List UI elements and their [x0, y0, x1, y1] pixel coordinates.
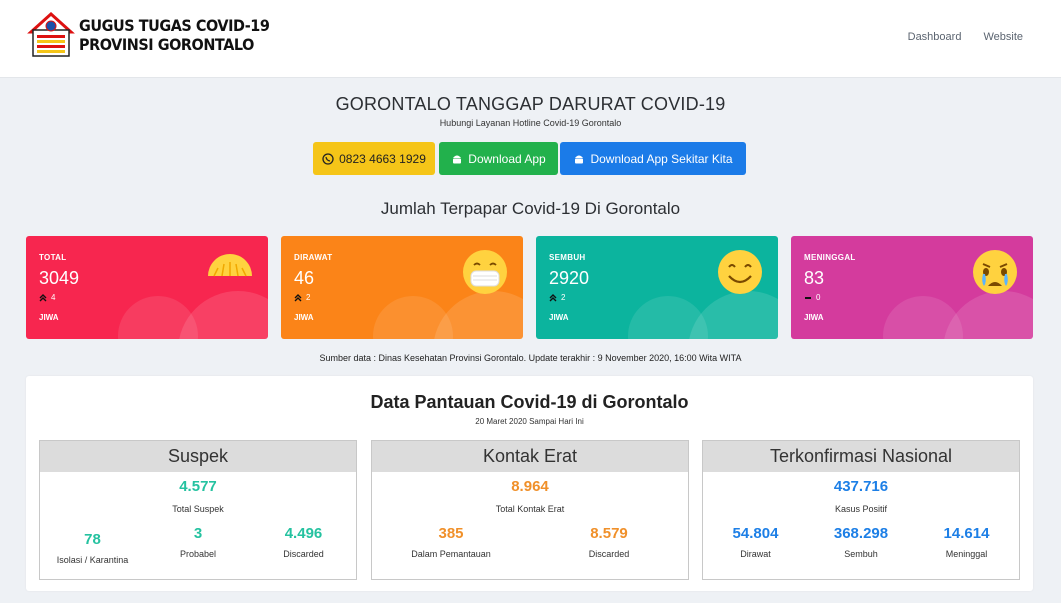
download-app-button[interactable]: Download App — [439, 142, 558, 175]
suspek-total: 4.577 — [179, 478, 217, 495]
stat-delta-value: 4 — [51, 293, 56, 302]
stat-card-meninggal: MENINGGAL 83 0 JIWA — [791, 236, 1033, 339]
download-app-sekitar-label: Download App Sekitar Kita — [590, 151, 733, 166]
main-nav: Dashboard Website — [908, 31, 1023, 43]
suspek-isolasi: 78 Isolasi / Karantina — [40, 531, 145, 565]
stat-unit: JIWA — [549, 313, 569, 322]
crying-face-icon — [973, 250, 1017, 294]
stats-section-title: Jumlah Terpapar Covid-19 Di Gorontalo — [380, 199, 681, 218]
nasional-header: Terkonfirmasi Nasional — [703, 441, 1019, 472]
stat-unit: JIWA — [39, 313, 59, 322]
stat-value: 2920 — [549, 268, 590, 288]
nasional-box: Terkonfirmasi Nasional 437.716 Kasus Pos… — [702, 440, 1020, 580]
nav-website[interactable]: Website — [983, 31, 1023, 43]
kontak-erat-total-label: Total Kontak Erat — [495, 504, 565, 514]
download-app-sekitar-button[interactable]: Download App Sekitar Kita — [560, 142, 746, 175]
stat-label: MENINGGAL — [804, 253, 856, 262]
stat-delta: 0 — [804, 293, 820, 302]
monitoring-subtitle: 20 Maret 2020 Sampai Hari Ini — [475, 417, 584, 426]
nasional-dirawat-label: Dirawat — [740, 549, 771, 559]
stat-delta-value: 2 — [561, 293, 566, 302]
stat-delta: 2 — [549, 293, 565, 302]
stat-delta-value: 2 — [306, 293, 311, 302]
kontak-pemantauan-value: 385 — [438, 525, 464, 542]
double-chevron-up-icon — [549, 293, 557, 301]
stat-value: 83 — [804, 268, 825, 288]
kontak-erat-box: Kontak Erat 8.964 Total Kontak Erat 385 … — [371, 440, 689, 580]
suspek-header: Suspek — [40, 441, 356, 472]
suspek-discarded-label: Discarded — [283, 549, 324, 559]
suspek-discarded-value: 4.496 — [284, 525, 323, 542]
stat-value: 46 — [294, 268, 315, 288]
top-navbar: GUGUS TUGAS COVID-19 PROVINSI GORONTALO … — [0, 0, 1061, 78]
mask-face-icon — [463, 250, 507, 294]
data-source-note: Sumber data : Dinas Kesehatan Provinsi G… — [319, 353, 742, 363]
nasional-dirawat: 54.804 Dirawat — [703, 525, 808, 559]
nasional-sembuh: 368.298 Sembuh — [808, 525, 914, 559]
nasional-meninggal: 14.614 Meninggal — [914, 525, 1019, 559]
hotline-button-label: 0823 4663 1929 — [339, 151, 426, 166]
logo-line-2: PROVINSI GORONTALO — [79, 35, 254, 54]
stat-label: SEMBUH — [549, 253, 586, 262]
nasional-dirawat-value: 54.804 — [732, 525, 779, 542]
kontak-discarded: 8.579 Discarded — [530, 525, 688, 559]
sun-icon — [208, 254, 252, 277]
nasional-total-label: Kasus Positif — [834, 504, 888, 514]
kontak-erat-total: 8.964 — [511, 478, 549, 495]
monitoring-panel: Data Pantauan Covid-19 di Gorontalo 20 M… — [26, 376, 1033, 591]
nasional-sembuh-label: Sembuh — [844, 549, 878, 559]
page-title: GORONTALO TANGGAP DARURAT COVID-19 — [335, 94, 726, 114]
suspek-probabel-value: 3 — [193, 525, 203, 542]
stat-unit: JIWA — [294, 313, 314, 322]
suspek-box: Suspek 4.577 Total Suspek 78 Isolasi / K… — [39, 440, 357, 580]
hotline-subtitle: Hubungi Layanan Hotline Covid-19 Goronta… — [439, 118, 622, 128]
kontak-erat-header: Kontak Erat — [372, 441, 688, 472]
suspek-probabel: 3 Probabel — [145, 525, 251, 559]
nav-dashboard[interactable]: Dashboard — [907, 31, 962, 43]
suspek-isolasi-value: 78 — [84, 531, 101, 548]
whatsapp-icon — [322, 152, 334, 165]
site-logo[interactable]: GUGUS TUGAS COVID-19 PROVINSI GORONTALO — [27, 12, 291, 58]
stat-delta: 2 — [294, 293, 310, 302]
stat-card-total: TOTAL 3049 4 JIWA — [26, 236, 268, 339]
kontak-pemantauan-label: Dalam Pemantauan — [411, 549, 491, 559]
suspek-total-label: Total Suspek — [172, 504, 224, 514]
nasional-total: 437.716 — [833, 478, 889, 495]
android-icon — [575, 155, 584, 163]
double-chevron-up-icon — [39, 293, 47, 301]
suspek-discarded: 4.496 Discarded — [251, 525, 356, 559]
minus-icon — [805, 296, 811, 299]
nasional-meninggal-value: 14.614 — [943, 525, 990, 542]
smile-face-icon — [718, 250, 762, 294]
hotline-button[interactable]: 0823 4663 1929 — [313, 142, 435, 175]
stat-label: TOTAL — [39, 253, 67, 262]
kontak-pemantauan: 385 Dalam Pemantauan — [372, 525, 530, 559]
kontak-discarded-value: 8.579 — [590, 525, 628, 542]
suspek-isolasi-label: Isolasi / Karantina — [56, 555, 129, 565]
stat-value: 3049 — [39, 268, 80, 288]
logo-line-1: GUGUS TUGAS COVID-19 — [79, 16, 270, 35]
stat-delta-value: 0 — [816, 293, 821, 302]
android-icon — [453, 155, 462, 163]
nasional-sembuh-value: 368.298 — [833, 525, 889, 542]
double-chevron-up-icon — [294, 293, 302, 301]
gorontalo-emblem-icon — [27, 12, 75, 57]
logo-text: GUGUS TUGAS COVID-19 PROVINSI GORONTALO — [79, 16, 270, 54]
monitoring-title: Data Pantauan Covid-19 di Gorontalo — [370, 392, 689, 412]
nasional-meninggal-label: Meninggal — [945, 549, 988, 559]
stat-card-dirawat: DIRAWAT 46 2 JIWA — [281, 236, 523, 339]
kontak-discarded-label: Discarded — [588, 549, 630, 559]
stat-label: DIRAWAT — [294, 253, 333, 262]
download-app-label: Download App — [468, 151, 546, 166]
stat-unit: JIWA — [804, 313, 824, 322]
stat-delta: 4 — [39, 293, 55, 302]
stat-card-sembuh: SEMBUH 2920 2 JIWA — [536, 236, 778, 339]
suspek-probabel-label: Probabel — [179, 549, 217, 559]
